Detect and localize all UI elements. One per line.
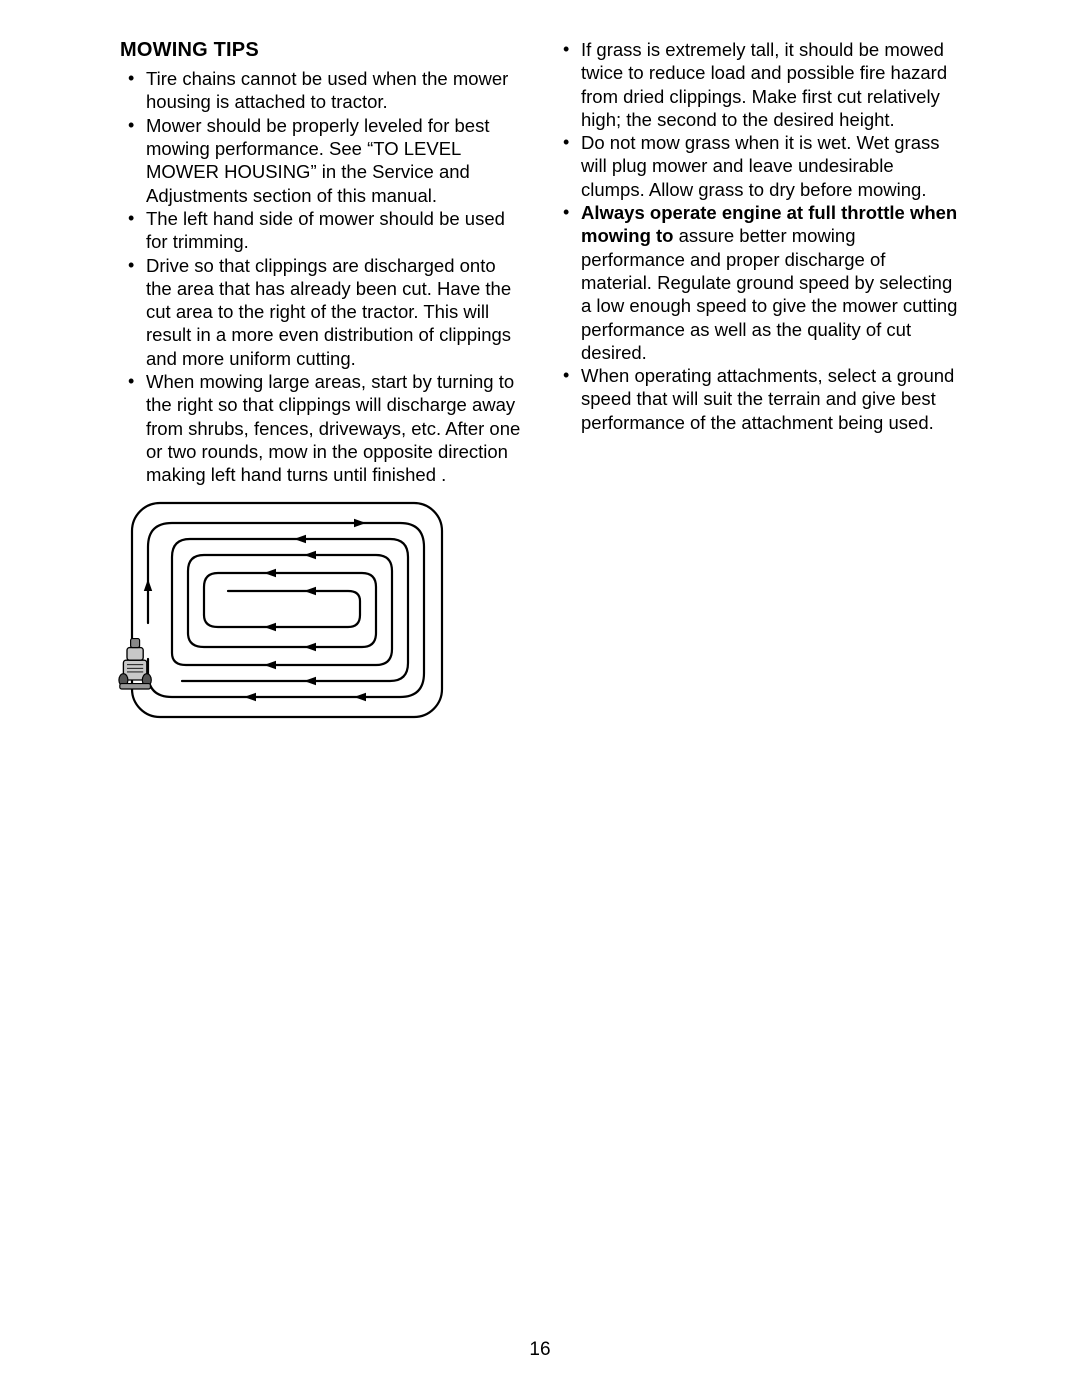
list-item-text: When mowing large areas, start by turnin… <box>146 371 520 485</box>
list-item: Tire chains cannot be used when the mowe… <box>120 67 525 114</box>
list-item: If grass is extremely tall, it should be… <box>555 38 960 131</box>
list-item-text: When operating attachments, select a gro… <box>581 365 954 433</box>
page-number: 16 <box>0 1339 1080 1361</box>
list-item: Mower should be properly leveled for bes… <box>120 114 525 207</box>
list-item: When operating attachments, select a gro… <box>555 364 960 434</box>
list-item-text: Tire chains cannot be used when the mowe… <box>146 68 508 112</box>
right-column: If grass is extremely tall, it should be… <box>555 38 960 730</box>
mowing-pattern-diagram <box>110 495 525 730</box>
list-item-text: Drive so that clippings are discharged o… <box>146 255 511 369</box>
list-item: The left hand side of mower should be us… <box>120 207 525 254</box>
list-item: Always operate engine at full throttle w… <box>555 201 960 364</box>
section-title: MOWING TIPS <box>120 38 525 63</box>
left-column: MOWING TIPS Tire chains cannot be used w… <box>120 38 525 730</box>
list-item-text: The left hand side of mower should be us… <box>146 208 505 252</box>
left-bullet-list: Tire chains cannot be used when the mowe… <box>120 67 525 486</box>
list-item-text: Do not mow grass when it is wet. Wet gra… <box>581 132 939 200</box>
list-item: When mowing large areas, start by turnin… <box>120 370 525 486</box>
list-item-text: If grass is extremely tall, it should be… <box>581 39 947 130</box>
two-column-layout: MOWING TIPS Tire chains cannot be used w… <box>120 38 960 730</box>
list-item: Drive so that clippings are discharged o… <box>120 254 525 370</box>
mowing-pattern-svg <box>110 495 450 725</box>
list-item-text: Mower should be properly leveled for bes… <box>146 115 489 206</box>
list-item: Do not mow grass when it is wet. Wet gra… <box>555 131 960 201</box>
right-bullet-list: If grass is extremely tall, it should be… <box>555 38 960 434</box>
